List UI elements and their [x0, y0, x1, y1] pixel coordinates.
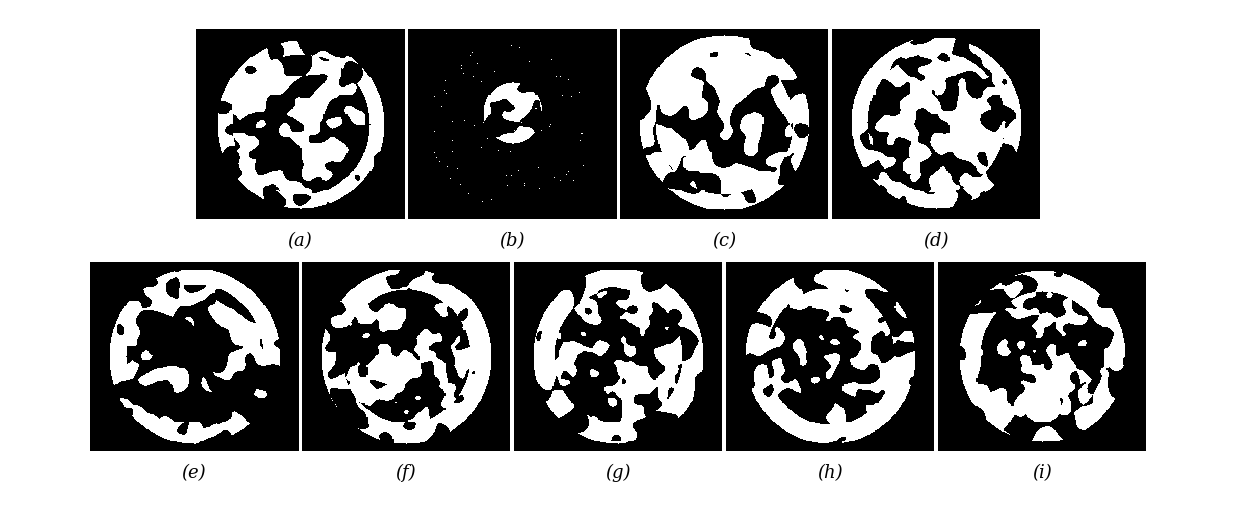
Text: (e): (e) — [182, 464, 206, 482]
Text: (d): (d) — [924, 232, 949, 250]
Text: (c): (c) — [712, 232, 737, 250]
Text: (i): (i) — [1032, 464, 1052, 482]
Text: (b): (b) — [500, 232, 525, 250]
Text: (f): (f) — [396, 464, 417, 482]
Text: (a): (a) — [288, 232, 312, 250]
Text: (g): (g) — [605, 464, 631, 482]
Text: (h): (h) — [817, 464, 843, 482]
